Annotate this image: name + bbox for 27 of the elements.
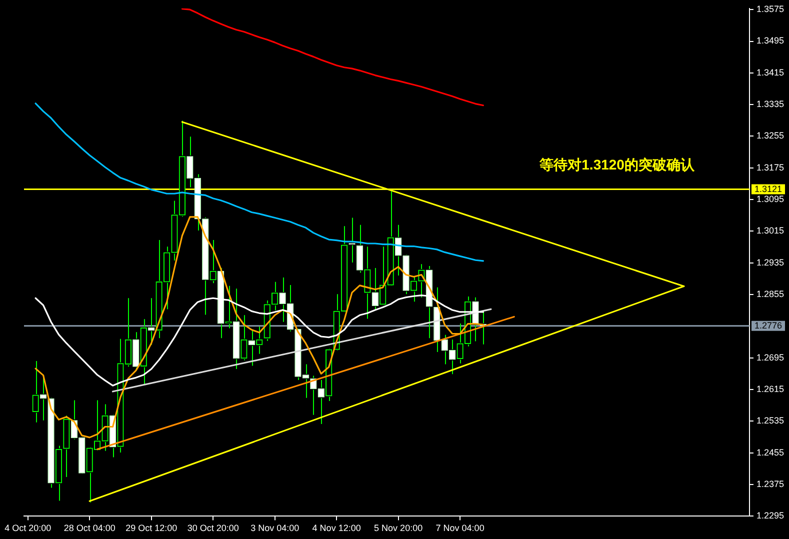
- y-tick-label: 1.2455: [756, 447, 784, 458]
- y-tick-label: 1.3575: [756, 4, 784, 14]
- x-tick-label: 30 Oct 20:00: [187, 523, 239, 534]
- y-tick-label: 1.2535: [756, 416, 784, 426]
- y-tick-label: 1.2935: [756, 257, 784, 268]
- x-tick-label: 5 Nov 20:00: [374, 523, 423, 534]
- y-tick-label: 1.3335: [756, 99, 784, 110]
- x-tick-label: 28 Oct 04:00: [64, 523, 116, 534]
- annotation: 等待对1.3120的突破确认: [538, 156, 696, 173]
- x-tick-label: 4 Nov 12:00: [312, 523, 361, 534]
- y-tick-label: 1.3095: [756, 194, 784, 204]
- x-tick-label: 29 Oct 12:00: [126, 523, 178, 534]
- y-tick-label: 1.2375: [756, 479, 784, 490]
- y-tick-label: 1.3015: [756, 226, 784, 236]
- ref-line-label: 1.2776: [754, 320, 782, 330]
- y-tick-label: 1.3255: [756, 130, 784, 141]
- y-tick-label: 1.3175: [756, 162, 784, 172]
- y-tick-label: 1.3495: [756, 36, 784, 46]
- ref-line-label: 1.3121: [754, 184, 782, 194]
- x-tick-label: 4 Oct 20:00: [4, 523, 52, 534]
- x-tick-label: 7 Nov 04:00: [436, 523, 484, 534]
- y-tick-label: 1.2295: [756, 510, 784, 521]
- x-tick-label: 3 Nov 04:00: [250, 523, 300, 534]
- y-tick-label: 1.2695: [756, 352, 784, 362]
- y-tick-label: 1.2615: [756, 384, 784, 394]
- y-tick-label: 1.3415: [756, 67, 784, 78]
- y-tick-label: 1.2855: [756, 289, 784, 300]
